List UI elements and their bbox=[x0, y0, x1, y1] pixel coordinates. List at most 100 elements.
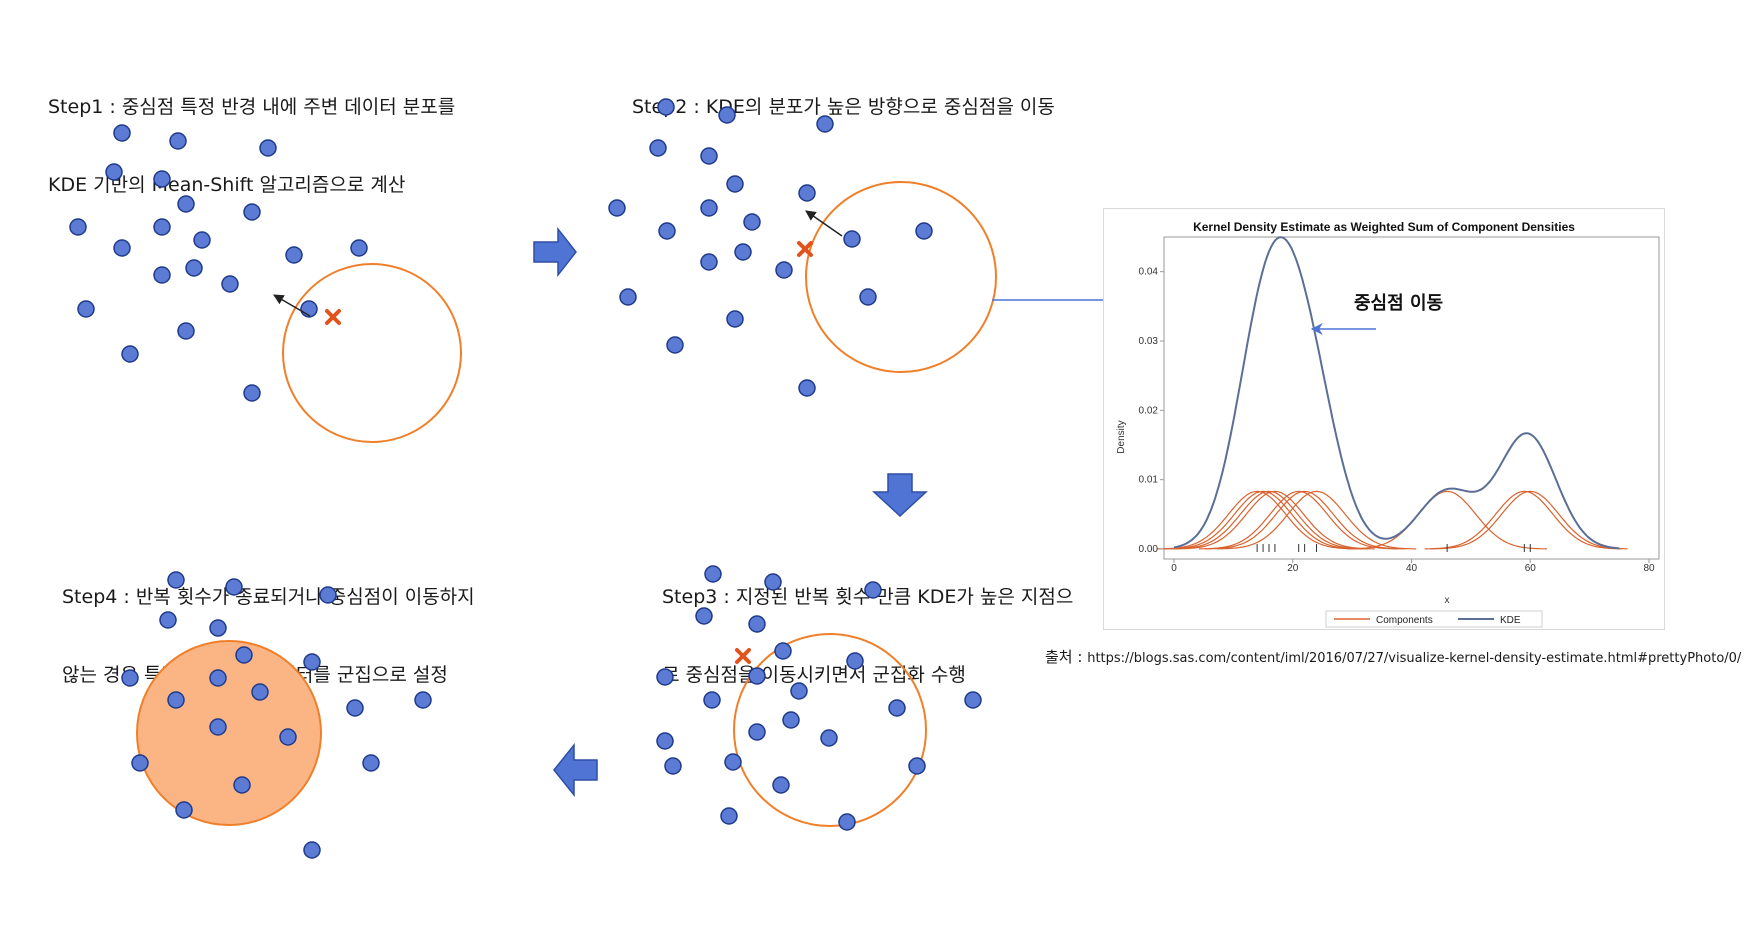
kde-series-line bbox=[1173, 236, 1620, 550]
data-point bbox=[724, 753, 742, 771]
move-arrow-step1 bbox=[273, 294, 311, 317]
data-point bbox=[243, 203, 261, 221]
move-arrow-step2 bbox=[805, 210, 843, 237]
component-density-line bbox=[1424, 490, 1622, 550]
component-density-line bbox=[1157, 490, 1357, 550]
data-point bbox=[167, 571, 185, 589]
step2-line1: Step2 : KDE의 분포가 높은 방향으로 중심점을 이동 bbox=[632, 96, 1055, 118]
data-point bbox=[77, 300, 95, 318]
data-point bbox=[279, 728, 297, 746]
source-citation: 출처 : https://blogs.sas.com/content/iml/2… bbox=[1045, 646, 1741, 667]
data-point bbox=[843, 230, 861, 248]
data-point bbox=[209, 718, 227, 736]
data-point bbox=[153, 266, 171, 284]
data-point bbox=[121, 669, 139, 687]
data-point bbox=[167, 691, 185, 709]
y-tick-label: 0.03 bbox=[1139, 336, 1159, 347]
source-label: 출처 : bbox=[1045, 648, 1088, 666]
data-point bbox=[748, 667, 766, 685]
data-point bbox=[658, 222, 676, 240]
data-point bbox=[175, 801, 193, 819]
data-point bbox=[726, 175, 744, 193]
data-point bbox=[790, 682, 808, 700]
center-x-icon bbox=[735, 648, 751, 664]
data-point bbox=[774, 642, 792, 660]
data-point bbox=[285, 246, 303, 264]
next-step-arrow-right bbox=[533, 226, 577, 278]
data-point bbox=[69, 218, 87, 236]
data-point bbox=[185, 259, 203, 277]
data-point bbox=[113, 239, 131, 257]
data-point bbox=[303, 653, 321, 671]
search-circle-step2 bbox=[805, 181, 997, 373]
data-point bbox=[726, 310, 744, 328]
y-tick-label: 0.02 bbox=[1139, 405, 1159, 416]
data-point bbox=[782, 711, 800, 729]
center-move-annotation: 중심점 이동 bbox=[1354, 293, 1443, 314]
rug-marks bbox=[1256, 544, 1531, 552]
component-density-line bbox=[1216, 490, 1417, 550]
data-point bbox=[888, 699, 906, 717]
source-url: https://blogs.sas.com/content/iml/2016/0… bbox=[1087, 651, 1742, 666]
data-point bbox=[113, 124, 131, 142]
data-point bbox=[225, 578, 243, 596]
data-point bbox=[656, 668, 674, 686]
data-point bbox=[748, 723, 766, 741]
search-circle-step1 bbox=[282, 263, 462, 443]
component-density-line bbox=[1430, 490, 1628, 550]
data-point bbox=[209, 669, 227, 687]
data-point bbox=[251, 683, 269, 701]
data-point bbox=[350, 239, 368, 257]
x-tick-label: 60 bbox=[1525, 563, 1537, 574]
step1-line2: KDE 기반의 Mean-Shift 알고리즘으로 계산 bbox=[48, 174, 406, 196]
step2-caption: Step2 : KDE의 분포가 높은 방향으로 중심점을 이동 bbox=[632, 42, 1055, 146]
component-density-line bbox=[1198, 490, 1399, 550]
data-point bbox=[846, 652, 864, 670]
data-point bbox=[820, 729, 838, 747]
kde-chart: Kernel Density Estimate as Weighted Sum … bbox=[1116, 220, 1664, 628]
component-density-line bbox=[1169, 490, 1369, 550]
data-point bbox=[131, 754, 149, 772]
data-point bbox=[303, 841, 321, 859]
step1-line1: Step1 : 중심점 특정 반경 내에 주변 데이터 분포를 bbox=[48, 96, 456, 118]
data-point bbox=[209, 619, 227, 637]
legend-components-label: Components bbox=[1376, 615, 1433, 626]
data-point bbox=[718, 106, 736, 124]
data-point bbox=[764, 573, 782, 591]
data-point bbox=[864, 581, 882, 599]
data-point bbox=[703, 691, 721, 709]
data-points bbox=[69, 98, 982, 859]
chart-title-spacer bbox=[1180, 265, 1664, 295]
data-point bbox=[700, 147, 718, 165]
step4-line1: Step4 : 반복 횟수가 종료되거나 중심점이 이동하지 bbox=[62, 586, 475, 608]
next-step-arrow-left bbox=[553, 742, 598, 798]
data-point bbox=[608, 199, 626, 217]
component-density-line bbox=[1204, 490, 1405, 550]
data-point bbox=[159, 611, 177, 629]
y-tick-label: 0.04 bbox=[1139, 267, 1159, 278]
y-tick-label: 0.00 bbox=[1139, 544, 1159, 555]
data-point bbox=[235, 646, 253, 664]
data-point bbox=[748, 615, 766, 633]
data-point bbox=[964, 691, 982, 709]
data-point bbox=[259, 139, 277, 157]
x-tick-label: 20 bbox=[1287, 563, 1299, 574]
data-point bbox=[775, 261, 793, 279]
data-point bbox=[169, 132, 187, 150]
data-point bbox=[734, 243, 752, 261]
data-point bbox=[649, 139, 667, 157]
center-x-icon bbox=[325, 309, 341, 325]
data-point bbox=[177, 195, 195, 213]
data-point bbox=[743, 213, 761, 231]
data-point bbox=[798, 184, 816, 202]
step3-line1: Step3 : 지정된 반복 횟수 만큼 KDE가 높은 지점으 bbox=[662, 586, 1074, 608]
y-tick-label: 0.01 bbox=[1139, 475, 1159, 486]
next-step-arrow-down bbox=[872, 473, 928, 518]
axis-ticks: 0 20 40 60 80 0.00 0.01 0.02 0.03 0.04 bbox=[1139, 267, 1655, 574]
search-circle-step3 bbox=[733, 633, 927, 827]
data-point bbox=[664, 757, 682, 775]
data-point bbox=[720, 807, 738, 825]
data-point bbox=[816, 115, 834, 133]
data-point bbox=[657, 98, 675, 116]
data-point bbox=[153, 218, 171, 236]
